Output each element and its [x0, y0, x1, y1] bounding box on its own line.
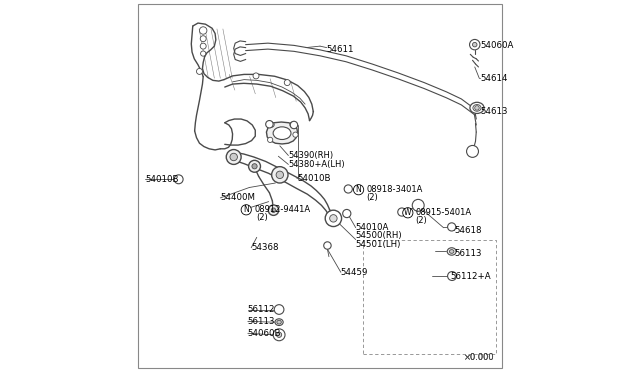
- Text: 54010A: 54010A: [356, 223, 389, 232]
- Text: (2): (2): [256, 214, 268, 222]
- Circle shape: [472, 42, 477, 47]
- Circle shape: [276, 332, 282, 337]
- Text: (2): (2): [366, 193, 378, 202]
- Circle shape: [269, 122, 275, 127]
- Circle shape: [200, 36, 206, 42]
- Ellipse shape: [473, 105, 481, 111]
- Text: 56112: 56112: [248, 305, 275, 314]
- Text: N: N: [243, 205, 249, 214]
- Circle shape: [324, 242, 331, 249]
- Text: 54390(RH): 54390(RH): [289, 151, 333, 160]
- Circle shape: [284, 80, 291, 86]
- Circle shape: [293, 132, 298, 137]
- Text: 54060B: 54060B: [248, 329, 281, 338]
- Circle shape: [325, 210, 342, 227]
- Text: 54500(RH): 54500(RH): [356, 231, 403, 240]
- Circle shape: [253, 73, 259, 79]
- Circle shape: [227, 150, 241, 164]
- Circle shape: [273, 329, 285, 341]
- Circle shape: [397, 208, 406, 216]
- Text: 54010B: 54010B: [297, 174, 330, 183]
- Polygon shape: [266, 122, 298, 144]
- Text: 54368: 54368: [251, 243, 278, 252]
- Text: 54614: 54614: [480, 74, 508, 83]
- Text: 56113: 56113: [248, 317, 275, 326]
- Text: 54400M: 54400M: [220, 193, 255, 202]
- Circle shape: [290, 122, 295, 127]
- Ellipse shape: [273, 127, 291, 140]
- Text: 54459: 54459: [341, 268, 368, 277]
- Text: ×0.000: ×0.000: [465, 353, 495, 362]
- Circle shape: [230, 153, 237, 161]
- Text: 08912-9441A: 08912-9441A: [255, 205, 310, 214]
- Circle shape: [252, 164, 257, 169]
- Ellipse shape: [275, 319, 283, 326]
- Circle shape: [200, 43, 206, 49]
- Circle shape: [248, 160, 260, 172]
- Text: 54618: 54618: [454, 226, 482, 235]
- Circle shape: [330, 215, 337, 222]
- Circle shape: [470, 39, 480, 50]
- Circle shape: [467, 145, 479, 157]
- Circle shape: [412, 199, 424, 211]
- Bar: [363, 240, 497, 354]
- Circle shape: [200, 27, 207, 34]
- Circle shape: [271, 167, 288, 183]
- Text: 08918-3401A: 08918-3401A: [367, 185, 423, 194]
- Circle shape: [276, 171, 284, 179]
- Circle shape: [342, 209, 351, 218]
- Ellipse shape: [447, 248, 456, 255]
- Text: W: W: [404, 208, 412, 217]
- Circle shape: [268, 137, 273, 142]
- Text: 54613: 54613: [480, 107, 508, 116]
- Circle shape: [200, 51, 206, 56]
- Circle shape: [174, 175, 183, 184]
- Circle shape: [266, 121, 273, 128]
- Text: 08915-5401A: 08915-5401A: [415, 208, 471, 217]
- Circle shape: [268, 205, 278, 215]
- Text: 56113: 56113: [454, 249, 482, 258]
- Circle shape: [344, 185, 353, 193]
- Circle shape: [475, 106, 479, 110]
- Circle shape: [291, 121, 298, 129]
- Circle shape: [271, 208, 276, 212]
- Text: 56112+A: 56112+A: [450, 272, 491, 281]
- Circle shape: [447, 272, 456, 280]
- Text: 54501(LH): 54501(LH): [356, 240, 401, 248]
- Text: 54060A: 54060A: [480, 41, 513, 50]
- Circle shape: [196, 68, 202, 74]
- Text: N: N: [356, 185, 362, 194]
- Text: (2): (2): [415, 217, 427, 225]
- Circle shape: [275, 305, 284, 314]
- Circle shape: [447, 223, 456, 231]
- Text: 54380+A(LH): 54380+A(LH): [289, 160, 345, 169]
- Text: 54611: 54611: [326, 45, 354, 54]
- Text: 54010B: 54010B: [145, 175, 179, 184]
- Ellipse shape: [277, 320, 282, 324]
- Ellipse shape: [449, 250, 454, 253]
- Text: ×0.000: ×0.000: [465, 353, 495, 362]
- Ellipse shape: [470, 102, 484, 113]
